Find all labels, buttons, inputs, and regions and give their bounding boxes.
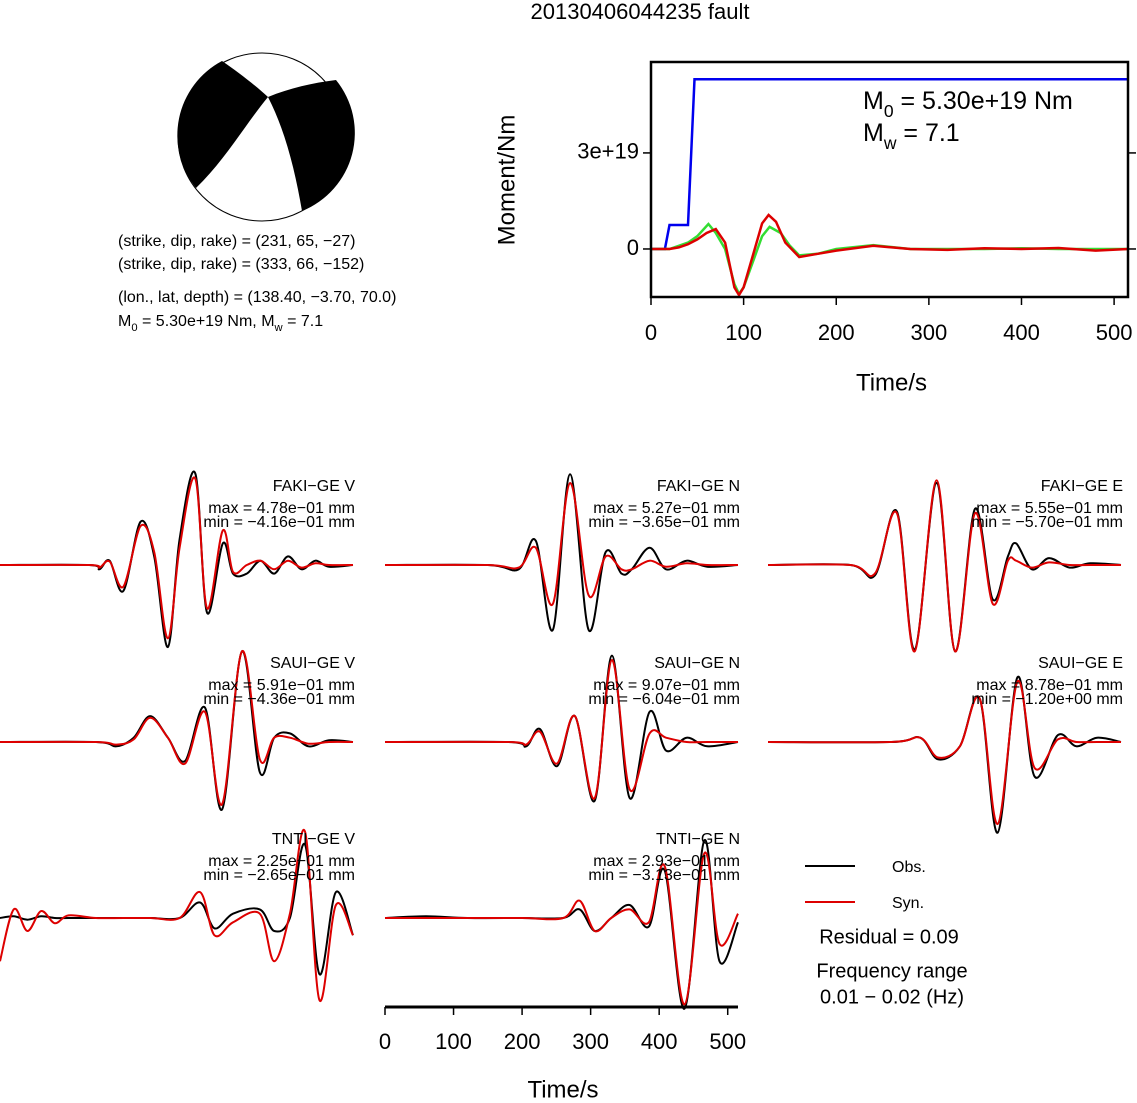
x-axis-label: Time/s xyxy=(527,1076,598,1103)
subscript: 0 xyxy=(884,101,894,121)
mechanism-text: M0 = 5.30e+19 Nm, Mw = 7.1 xyxy=(118,313,323,334)
beachball-lobe xyxy=(268,80,355,211)
beachball-lobe xyxy=(177,61,268,188)
min-label: min = −1.20e+00 mm xyxy=(971,691,1123,708)
max-label: max = 2.93e−01 mm xyxy=(593,853,740,870)
min-label: min = −4.36e−01 mm xyxy=(203,691,355,708)
x-tick-label: 500 xyxy=(709,1029,746,1054)
text-part: M xyxy=(863,119,884,147)
max-label: max = 5.55e−01 mm xyxy=(976,500,1123,517)
x-tick-label: 100 xyxy=(725,320,762,345)
station-label: TNTI−GE N xyxy=(656,831,740,848)
x-tick-label: 100 xyxy=(435,1029,472,1054)
waveform xyxy=(0,650,354,806)
annotation: Mw = 7.1 xyxy=(863,119,960,153)
x-tick-label: 300 xyxy=(572,1029,609,1054)
min-label: min = −5.70e−01 mm xyxy=(971,514,1123,531)
moment-line xyxy=(651,213,1129,298)
beachball xyxy=(177,52,355,222)
x-tick-label: 0 xyxy=(645,320,657,345)
min-label: min = −3.13e−01 mm xyxy=(588,867,740,884)
min-label: min = −2.65e−01 mm xyxy=(203,867,355,884)
waveform xyxy=(384,473,739,633)
min-label: min = −4.16e−01 mm xyxy=(203,514,355,531)
text-part: = 7.1 xyxy=(896,119,959,147)
mechanism-text: (strike, dip, rake) = (231, 65, −27) xyxy=(118,233,355,250)
legend-label: Syn. xyxy=(892,895,924,912)
x-tick-label: 500 xyxy=(1096,320,1133,345)
waveform xyxy=(0,828,354,1002)
station-label: TNTI−GE V xyxy=(272,831,355,848)
subscript: w xyxy=(274,322,284,334)
annotation: M0 = 5.30e+19 Nm xyxy=(863,87,1073,121)
max-label: max = 2.25e−01 mm xyxy=(208,853,355,870)
mechanism-text: (strike, dip, rake) = (333, 66, −152) xyxy=(118,256,364,273)
waveform xyxy=(384,481,739,607)
x-tick-label: 400 xyxy=(641,1029,678,1054)
x-tick-label: 0 xyxy=(379,1029,391,1054)
moment-line xyxy=(651,222,1128,297)
station-label: FAKI−GE V xyxy=(273,478,356,495)
x-tick-label: 200 xyxy=(504,1029,541,1054)
x-tick-label: 400 xyxy=(1003,320,1040,345)
station-label: SAUI−GE N xyxy=(654,655,740,672)
frequency-range: 0.01 − 0.02 (Hz) xyxy=(820,986,964,1008)
y-tick-label: 0 xyxy=(627,235,639,260)
x-axis-label: Time/s xyxy=(856,369,927,396)
x-tick-label: 300 xyxy=(911,320,948,345)
text-part: = 5.30e+19 Nm, M xyxy=(138,313,275,330)
waveform xyxy=(0,476,354,640)
station-label: FAKI−GE N xyxy=(657,478,740,495)
max-label: max = 5.91e−01 mm xyxy=(208,677,355,694)
min-label: min = −3.65e−01 mm xyxy=(588,514,740,531)
max-label: max = 5.27e−01 mm xyxy=(593,500,740,517)
text-part: = 5.30e+19 Nm xyxy=(894,87,1073,115)
waveform xyxy=(767,479,1121,653)
waveform xyxy=(0,470,354,649)
waveform xyxy=(384,658,738,800)
y-tick-label: 3e+19 xyxy=(577,139,639,164)
min-label: min = −6.04e−01 mm xyxy=(588,691,740,708)
waveform xyxy=(0,650,354,811)
mechanism-text: (lon., lat, depth) = (138.40, −3.70, 70.… xyxy=(118,289,396,306)
plot-frame xyxy=(649,60,1130,299)
station-label: FAKI−GE E xyxy=(1041,478,1123,495)
station-label: SAUI−GE E xyxy=(1038,655,1123,672)
y-axis-label: Moment/Nm xyxy=(493,115,520,246)
max-label: max = 4.78e−01 mm xyxy=(208,500,355,517)
frequency-title: Frequency range xyxy=(816,960,967,982)
x-tick-label: 200 xyxy=(818,320,855,345)
waveform xyxy=(385,851,739,1006)
text-part: M xyxy=(118,313,131,330)
station-label: SAUI−GE V xyxy=(270,655,355,672)
residual: Residual = 0.09 xyxy=(819,926,959,948)
max-label: max = 9.07e−01 mm xyxy=(593,677,740,694)
moment-plot: 0 100 200 300 400 500 0 3e+19 Time/s Moment/Nm M0 … xyxy=(493,60,1136,396)
subscript: w xyxy=(883,133,897,153)
waveform xyxy=(767,680,1121,826)
figure-title: 20130406044235 fault xyxy=(531,0,750,24)
legend-label: Obs. xyxy=(892,859,926,876)
text-part: M xyxy=(863,87,884,115)
subscript: 0 xyxy=(131,322,137,334)
max-label: max = 8.78e−01 mm xyxy=(976,677,1123,694)
text-part: = 7.1 xyxy=(283,313,324,330)
